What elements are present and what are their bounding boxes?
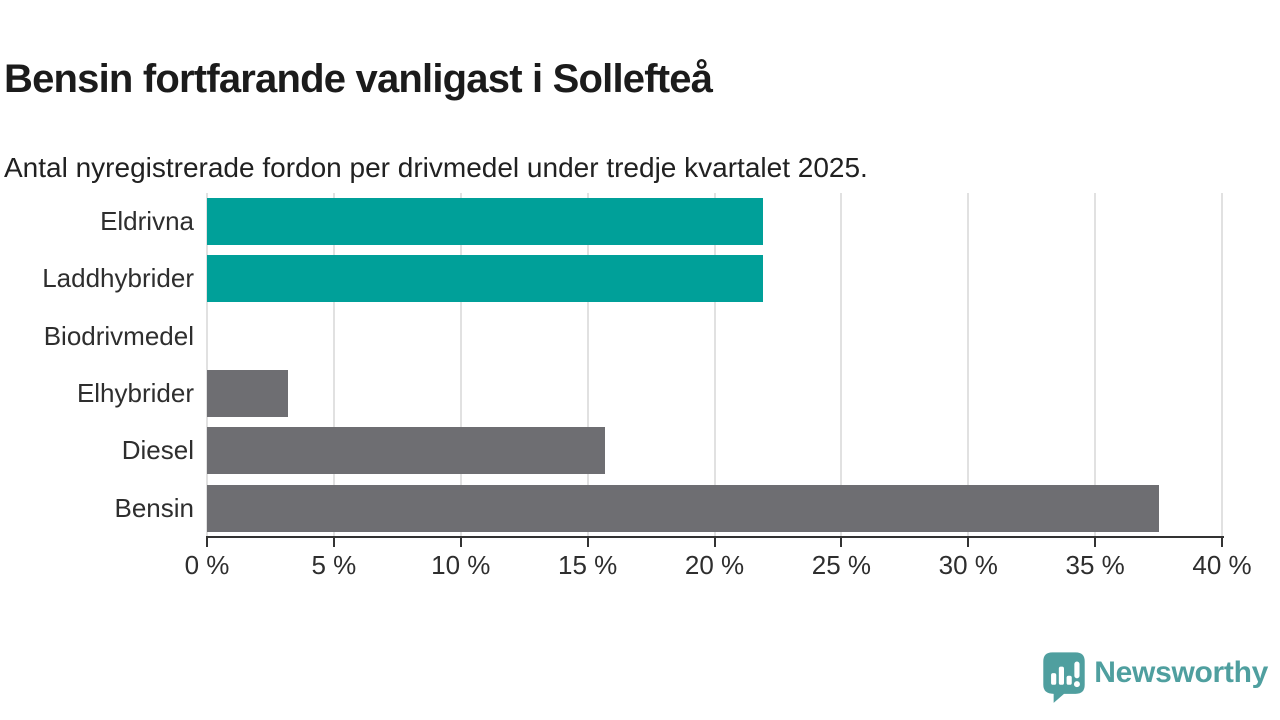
category-label: Diesel (121, 435, 194, 466)
axis-tick (1221, 536, 1223, 547)
bar-row (207, 308, 1222, 365)
bar-row (207, 250, 1222, 307)
bar (207, 198, 763, 246)
gridline (713, 193, 716, 537)
gridline (967, 193, 970, 537)
axis-tick-label: 10 % (431, 550, 491, 580)
plot-area (206, 193, 1223, 537)
axis-tick (459, 536, 462, 547)
axis-tick-label: 15 % (557, 550, 618, 580)
category-label: Biodrivmedel (43, 320, 194, 351)
gridline (332, 193, 335, 537)
category-label: Eldrivna (100, 206, 194, 237)
bar (207, 427, 606, 475)
axis-tick-label: 20 % (684, 550, 745, 580)
bar (207, 370, 289, 418)
bar-rows (207, 193, 1222, 537)
category-label: Elhybrider (76, 378, 194, 409)
axis-tick-label: 5 % (311, 550, 357, 580)
newsworthy-chart-bubble-icon (1042, 651, 1086, 708)
bar-row (207, 365, 1222, 422)
bar-row (207, 480, 1222, 537)
newsworthy-logo: Newsworthy (1042, 651, 1268, 708)
axis-tick-label: 30 % (938, 550, 998, 580)
axis-tick (840, 536, 843, 547)
axis-tick (967, 536, 970, 547)
axis-tick-label: 35 % (1065, 550, 1125, 580)
axis-tick (206, 536, 208, 547)
bar (207, 484, 1159, 532)
gridline (1221, 193, 1223, 537)
axis-tick (332, 536, 335, 547)
gridline (840, 193, 843, 537)
category-label: Bensin (114, 492, 195, 523)
axis-tick-label: 0 % (184, 550, 230, 580)
axis-tick (586, 536, 589, 547)
category-label: Laddhybrider (42, 263, 194, 294)
gridline (586, 193, 589, 537)
axis-tick (1094, 536, 1097, 547)
axis-tick-label: 40 % (1192, 550, 1252, 580)
category-labels: Eldrivna Laddhybrider Biodrivmedel Elhybrid… (0, 193, 194, 537)
bar-row (207, 193, 1222, 250)
chart-title: Bensin fortfarande vanligast i Sollefteå (4, 56, 713, 101)
bar (207, 255, 763, 303)
axis-tick (713, 536, 716, 547)
axis-tick-label: 25 % (811, 550, 872, 580)
newsworthy-logo-text: Newsworthy (1094, 656, 1268, 689)
gridline (1094, 193, 1097, 537)
gridline (206, 193, 208, 537)
gridline (459, 193, 462, 537)
bar-row (207, 422, 1222, 479)
chart-subtitle: Antal nyregistrerade fordon per drivmede… (4, 152, 868, 183)
